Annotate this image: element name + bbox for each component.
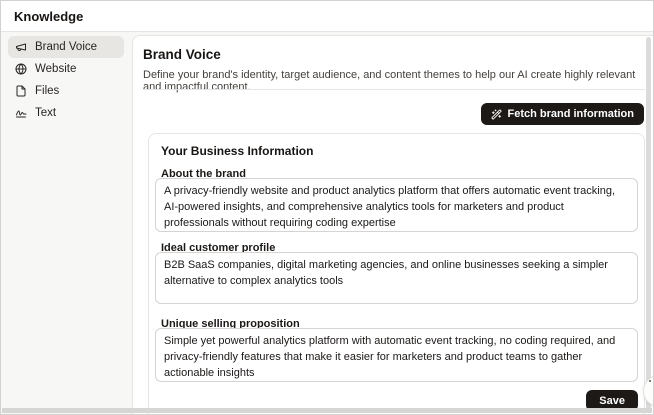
sidebar-item-label: Brand Voice — [35, 41, 98, 53]
horizontal-scrollbar[interactable] — [2, 408, 652, 413]
about-the-brand-label: About the brand — [161, 168, 246, 180]
fetch-brand-information-button[interactable]: Fetch brand information — [480, 103, 644, 125]
ideal-customer-profile-label: Ideal customer profile — [161, 242, 276, 254]
sidebar: Brand Voice Website Files Text — [1, 32, 132, 414]
fetch-button-label: Fetch brand information — [507, 108, 635, 120]
divider — [143, 89, 645, 90]
section-title: Brand Voice — [143, 47, 221, 62]
unique-selling-proposition-label: Unique selling proposition — [161, 318, 300, 330]
sidebar-item-website[interactable]: Website — [8, 58, 124, 80]
sidebar-item-text[interactable]: Text — [8, 102, 124, 124]
sidebar-item-files[interactable]: Files — [8, 80, 124, 102]
unique-selling-proposition-input[interactable]: Simple yet powerful analytics platform w… — [155, 328, 638, 382]
section-description: Define your brand's identity, target aud… — [143, 69, 636, 93]
about-the-brand-input[interactable]: A privacy-friendly website and product a… — [155, 178, 638, 232]
file-icon — [16, 85, 26, 97]
card-title: Your Business Information — [161, 144, 314, 158]
page-title: Knowledge — [14, 8, 84, 24]
globe-icon — [15, 63, 27, 75]
signature-icon — [16, 110, 27, 118]
vertical-scrollbar[interactable] — [646, 37, 651, 410]
save-button[interactable]: Save — [586, 390, 638, 411]
sidebar-item-label: Text — [35, 107, 57, 119]
sidebar-item-label: Website — [35, 63, 77, 75]
sidebar-item-brand-voice[interactable]: Brand Voice — [8, 36, 124, 58]
megaphone-icon — [16, 43, 26, 51]
ideal-customer-profile-input[interactable]: B2B SaaS companies, digital marketing ag… — [155, 252, 638, 304]
main-panel: Brand Voice Define your brand's identity… — [132, 35, 653, 414]
app-header: Knowledge — [1, 1, 653, 32]
wand-sparkles-icon — [490, 108, 502, 120]
sidebar-item-label: Files — [35, 85, 60, 97]
widget-dot-icon — [649, 380, 651, 382]
business-information-card: Your Business Information About the bran… — [148, 133, 645, 414]
